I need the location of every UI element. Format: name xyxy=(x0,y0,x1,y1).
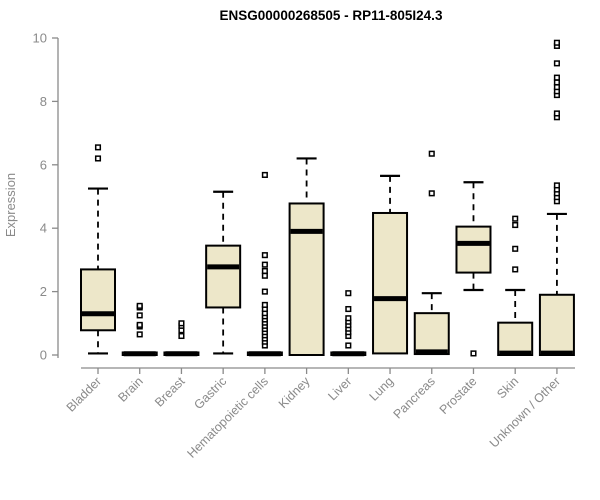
outlier-point xyxy=(136,302,143,309)
iqr-box xyxy=(538,293,575,356)
iqr-box xyxy=(372,211,409,355)
y-axis-label: Expression xyxy=(3,173,18,237)
outlier-point xyxy=(428,150,435,157)
y-tick-label: 6 xyxy=(40,157,47,172)
boxplot-group-brain xyxy=(121,302,158,357)
outlier-point xyxy=(94,155,102,162)
iqr-box xyxy=(455,225,492,274)
boxplot-group-bladder xyxy=(80,144,116,355)
outlier-point xyxy=(136,312,143,319)
outlier-point xyxy=(553,182,560,189)
x-tick-label: Gastric xyxy=(191,374,229,412)
x-tick-label: Skin xyxy=(494,374,521,401)
x-tick-label: Bladder xyxy=(64,374,104,414)
boxplot-group-gastric xyxy=(205,190,242,355)
iqr-box xyxy=(288,202,325,356)
boxplot-group-breast xyxy=(163,320,200,357)
outlier-point xyxy=(94,144,102,151)
outlier-point xyxy=(553,110,560,117)
y-tick-label: 8 xyxy=(40,94,47,109)
outlier-point xyxy=(470,350,477,357)
boxplot-group-unknown-other xyxy=(538,39,575,356)
boxplot-group-kidney xyxy=(288,157,325,356)
outlier-point xyxy=(512,215,519,222)
outlier-point xyxy=(178,332,185,340)
outlier-point xyxy=(345,305,352,313)
boxes-layer xyxy=(80,39,575,357)
x-tick-label: Unknown / Other xyxy=(487,374,563,450)
boxplot-group-liver xyxy=(330,290,367,357)
boxplot-group-lung xyxy=(372,174,409,355)
boxplot-group-hematopoietic-cells xyxy=(246,171,283,357)
x-tick-label: Brain xyxy=(115,374,146,405)
outlier-point xyxy=(428,190,435,197)
outlier-point xyxy=(261,272,268,279)
outlier-point xyxy=(178,320,185,327)
x-tick-label: Kidney xyxy=(276,374,313,411)
outlier-point xyxy=(345,290,352,297)
y-tick-label: 4 xyxy=(40,221,47,236)
iqr-box xyxy=(80,268,116,332)
boxplot-group-pancreas xyxy=(413,150,450,356)
outlier-point xyxy=(553,79,560,86)
x-tick-label: Prostate xyxy=(437,374,480,417)
y-tick-label: 0 xyxy=(40,348,47,363)
outlier-point xyxy=(261,267,268,275)
iqr-box xyxy=(413,312,450,356)
x-tick-label: Pancreas xyxy=(391,374,438,421)
boxplot-group-prostate xyxy=(455,181,492,357)
outlier-point xyxy=(512,266,519,273)
y-tick-label: 2 xyxy=(40,284,47,299)
outlier-point xyxy=(553,84,560,91)
outlier-point xyxy=(136,331,143,338)
chart-title: ENSG00000268505 - RP11-805I24.3 xyxy=(220,8,443,23)
outlier-point xyxy=(512,245,519,252)
outlier-point xyxy=(136,321,143,328)
boxplot-group-skin xyxy=(497,215,534,356)
iqr-box xyxy=(205,244,242,309)
x-tick-label: Lung xyxy=(367,374,397,404)
outlier-point xyxy=(261,171,268,178)
outlier-point xyxy=(512,221,519,229)
outlier-point xyxy=(261,288,268,295)
x-tick-label: Hematopoietic cells xyxy=(184,374,271,461)
y-tick-label: 10 xyxy=(33,31,47,46)
outlier-point xyxy=(345,342,352,349)
x-tick-label: Breast xyxy=(152,374,188,410)
outlier-point xyxy=(261,301,268,308)
outlier-point xyxy=(553,74,560,81)
outlier-point xyxy=(261,252,268,259)
iqr-box xyxy=(497,321,534,356)
outlier-point xyxy=(553,39,560,46)
outlier-point xyxy=(345,315,352,322)
outlier-point xyxy=(553,60,560,67)
outlier-point xyxy=(261,261,268,268)
x-tick-label: Liver xyxy=(325,374,354,403)
